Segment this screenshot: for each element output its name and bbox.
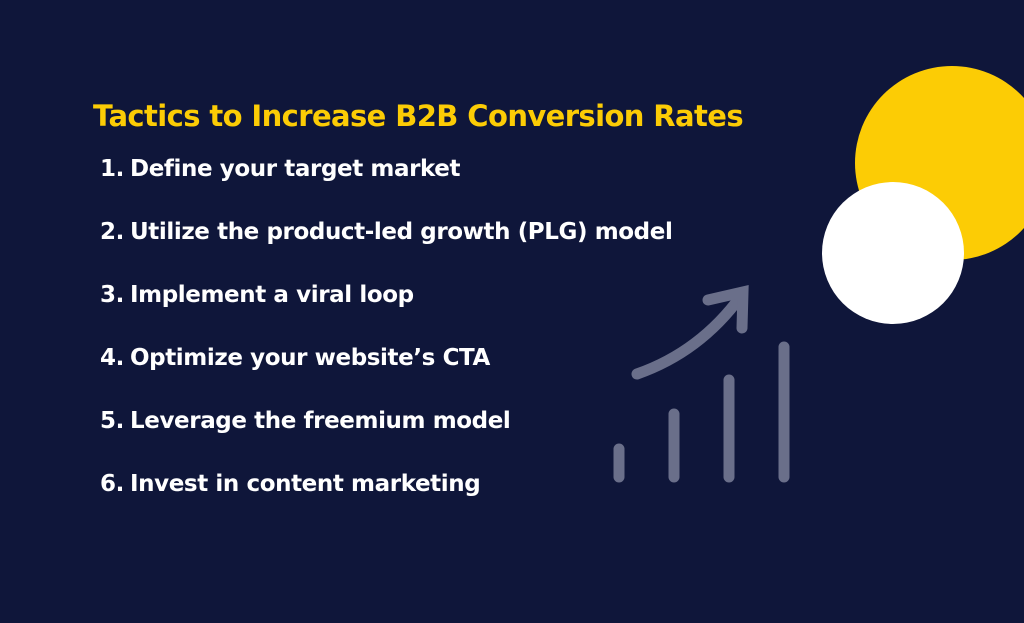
item-text: Invest in content marketing	[130, 471, 481, 497]
item-number: 6.	[100, 471, 124, 497]
item-number: 4.	[100, 345, 124, 371]
item-text: Utilize the product-led growth (PLG) mod…	[130, 219, 673, 245]
item-number: 3.	[100, 282, 124, 308]
list-item: 3. Implement a viral loop	[100, 282, 414, 308]
item-text: Leverage the freemium model	[130, 408, 511, 434]
item-number: 5.	[100, 408, 124, 434]
item-text: Optimize your website’s CTA	[130, 345, 490, 371]
item-text: Implement a viral loop	[130, 282, 414, 308]
item-text: Define your target market	[130, 156, 461, 182]
list-item: 2. Utilize the product-led growth (PLG) m…	[100, 219, 673, 245]
list-item: 1. Define your target market	[100, 156, 461, 182]
list-item: 6. Invest in content marketing	[100, 471, 481, 497]
list-item: 5. Leverage the freemium model	[100, 408, 511, 434]
page-title: Tactics to Increase B2B Conversion Rates	[93, 99, 744, 133]
white-circle-icon	[822, 182, 964, 324]
item-number: 1.	[100, 156, 124, 182]
list-item: 4. Optimize your website’s CTA	[100, 345, 490, 371]
item-number: 2.	[100, 219, 124, 245]
growth-chart-icon	[613, 285, 790, 483]
